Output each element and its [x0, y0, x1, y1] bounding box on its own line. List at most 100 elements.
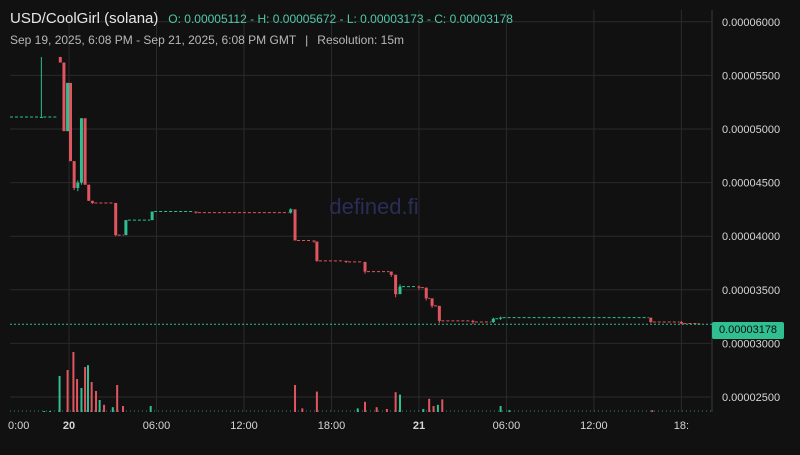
candle-body: [58, 56, 62, 63]
candle-body: [315, 241, 319, 261]
time-tick-label: 21: [413, 420, 425, 432]
time-tick-label: 06:00: [493, 420, 521, 432]
volume-bar: [422, 409, 425, 412]
volume-bar: [149, 406, 152, 412]
volume-bar: [66, 370, 69, 412]
candle-body: [39, 116, 43, 118]
candle-body: [679, 321, 683, 324]
volume-bar: [315, 391, 318, 412]
volume-bar: [499, 406, 502, 412]
volume-bar: [43, 411, 46, 412]
candle-body: [649, 317, 653, 322]
volume-bar: [111, 407, 114, 412]
price-tick-label: 0.00003500: [722, 285, 780, 297]
volume-bar: [121, 406, 124, 412]
volume-bar: [394, 392, 397, 412]
candle-body: [363, 261, 367, 272]
price-tick-label: 0.00004500: [722, 178, 780, 190]
candle-body: [124, 220, 128, 236]
time-tick-label: 18:: [674, 420, 689, 432]
volume-bar: [301, 408, 304, 412]
candle-body: [79, 118, 83, 183]
volume-bar: [441, 399, 444, 412]
separator: |: [305, 33, 309, 47]
time-tick-label: 18:00: [318, 420, 346, 432]
watermark: defined.fi: [329, 194, 418, 219]
volume-bar: [72, 352, 75, 412]
candle-body: [293, 209, 297, 241]
price-tick-label: 0.00002500: [722, 392, 780, 404]
volume-bar: [87, 365, 89, 412]
volume-bar: [76, 379, 79, 412]
candle-body: [312, 240, 316, 242]
candle-body: [62, 62, 66, 132]
volume-bar: [399, 394, 401, 412]
volume-bar: [436, 404, 439, 412]
candle-body: [344, 260, 348, 262]
candle-body: [150, 211, 154, 221]
ohlc-readout: O: 0.00005112 - H: 0.00005672 - L: 0.000…: [168, 12, 513, 26]
volume-bar: [98, 400, 101, 412]
candle-body: [83, 118, 87, 185]
volume-bar: [90, 382, 93, 412]
volume-bar: [58, 376, 61, 412]
pair-title: USD/CoolGirl (solana): [10, 10, 159, 27]
time-tick-label: 12:00: [230, 420, 258, 432]
candle-body: [194, 211, 198, 213]
volume-bar: [428, 398, 431, 412]
price-tick-label: 0.00004000: [722, 231, 780, 243]
last-price-tag: 0.00003178: [712, 322, 784, 339]
candle-body: [398, 286, 402, 295]
time-axis: 0:00 20 06:00 12:00 18:00 21 06:00 12:00 18:: [8, 420, 689, 432]
price-tick-label: 0.00005500: [722, 70, 780, 82]
volume-bar: [508, 410, 511, 412]
candle-body: [499, 317, 503, 319]
candle-body: [437, 305, 441, 321]
volume-bars: [10, 352, 712, 412]
time-tick-label: 0:00: [8, 420, 29, 432]
candle-body: [90, 200, 94, 203]
volume-bar: [95, 391, 98, 412]
candle-body: [430, 298, 434, 306]
candle-body: [471, 320, 475, 322]
candle-body: [87, 184, 91, 201]
candle-body: [114, 202, 118, 236]
candle-body: [491, 318, 495, 322]
candle-body: [394, 274, 398, 295]
candle-body: [289, 209, 293, 213]
volume-bar: [385, 409, 388, 412]
candle-body: [76, 182, 80, 188]
volume-bar: [80, 388, 83, 412]
volume-bar: [651, 410, 654, 412]
candle-body: [66, 82, 70, 132]
volume-bar: [375, 407, 378, 412]
price-tick-label: 0.00003000: [722, 338, 780, 350]
volume-bar: [116, 385, 119, 412]
price-axis: 0.00002500 0.00003000 0.00003500 0.00004000…: [722, 17, 780, 404]
candle-body: [424, 287, 428, 299]
chart-subtitle-line: Sep 19, 2025, 6:08 PM - Sep 21, 2025, 6:…: [10, 33, 404, 47]
chart-title-line: USD/CoolGirl (solana) O: 0.00005112 - H:…: [10, 10, 513, 27]
time-tick-label: 20: [63, 420, 75, 432]
volume-bar: [432, 406, 435, 412]
date-range: Sep 19, 2025, 6:08 PM - Sep 21, 2025, 6:…: [10, 33, 297, 47]
volume-bar: [356, 408, 359, 412]
price-tick-label: 0.00005000: [722, 124, 780, 136]
candle-body: [72, 161, 76, 188]
time-tick-label: 06:00: [143, 420, 171, 432]
volume-bar: [84, 367, 87, 412]
candle-body: [389, 271, 393, 275]
gridlines: [10, 10, 713, 412]
candles: [10, 56, 701, 325]
candle-body: [69, 82, 73, 162]
time-tick-label: 12:00: [580, 420, 608, 432]
volume-bar: [49, 411, 52, 412]
volume-bar: [294, 385, 297, 412]
candle-body: [417, 286, 421, 288]
volume-bar: [103, 404, 106, 412]
resolution-label: Resolution: 15m: [317, 33, 405, 47]
price-tick-label: 0.00006000: [722, 17, 780, 29]
volume-bar: [364, 401, 367, 412]
